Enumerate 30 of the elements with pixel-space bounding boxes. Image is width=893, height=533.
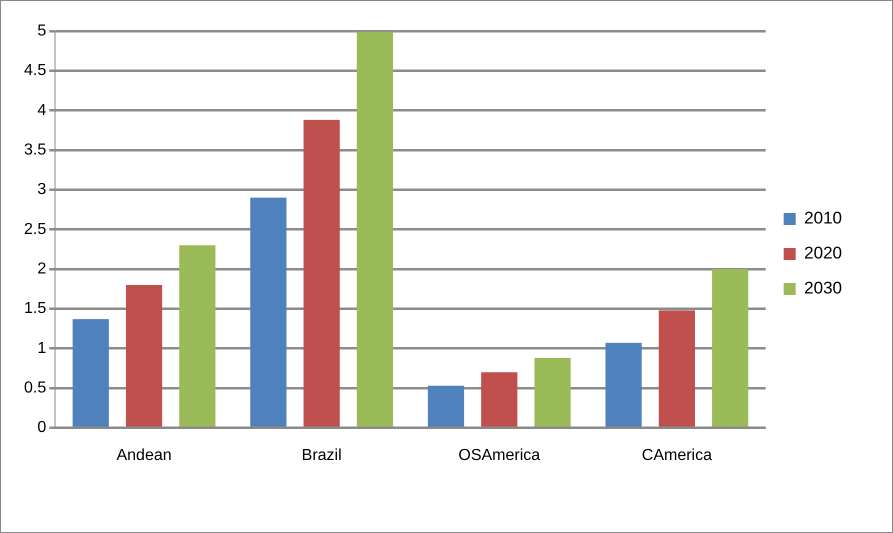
bar <box>250 198 286 427</box>
bar <box>304 120 340 427</box>
bar <box>481 372 518 427</box>
y-tick-label: 3.5 <box>24 141 46 158</box>
bar <box>534 358 571 427</box>
y-tick-label: 1 <box>37 340 46 357</box>
bar <box>605 342 642 427</box>
bar <box>72 319 109 427</box>
y-tick-label: 1.5 <box>24 300 46 318</box>
bar <box>428 386 464 427</box>
y-tick-label: 4 <box>37 102 46 119</box>
y-tick-label: 4.5 <box>24 62 46 80</box>
y-tick-label: 5 <box>37 22 46 40</box>
bar <box>126 284 162 427</box>
bar <box>658 310 695 427</box>
x-tick-label: OSAmerica <box>458 446 540 464</box>
legend-label: 2030 <box>804 278 842 298</box>
x-tick-label: Andean <box>116 446 172 464</box>
legend-label: 2020 <box>804 244 842 263</box>
bar <box>356 32 394 427</box>
y-tick-label: 0 <box>37 419 46 436</box>
y-tick-label: 2 <box>37 260 46 278</box>
x-tick-label: CAmerica <box>642 446 712 464</box>
y-tick-label: 2.5 <box>24 220 46 238</box>
y-tick-label: 3 <box>37 181 46 198</box>
y-tick-label: 0.5 <box>24 380 46 397</box>
x-tick-label: Brazil <box>302 446 342 464</box>
bar <box>712 269 748 427</box>
legend-label: 2010 <box>804 208 842 228</box>
bar <box>179 245 216 427</box>
